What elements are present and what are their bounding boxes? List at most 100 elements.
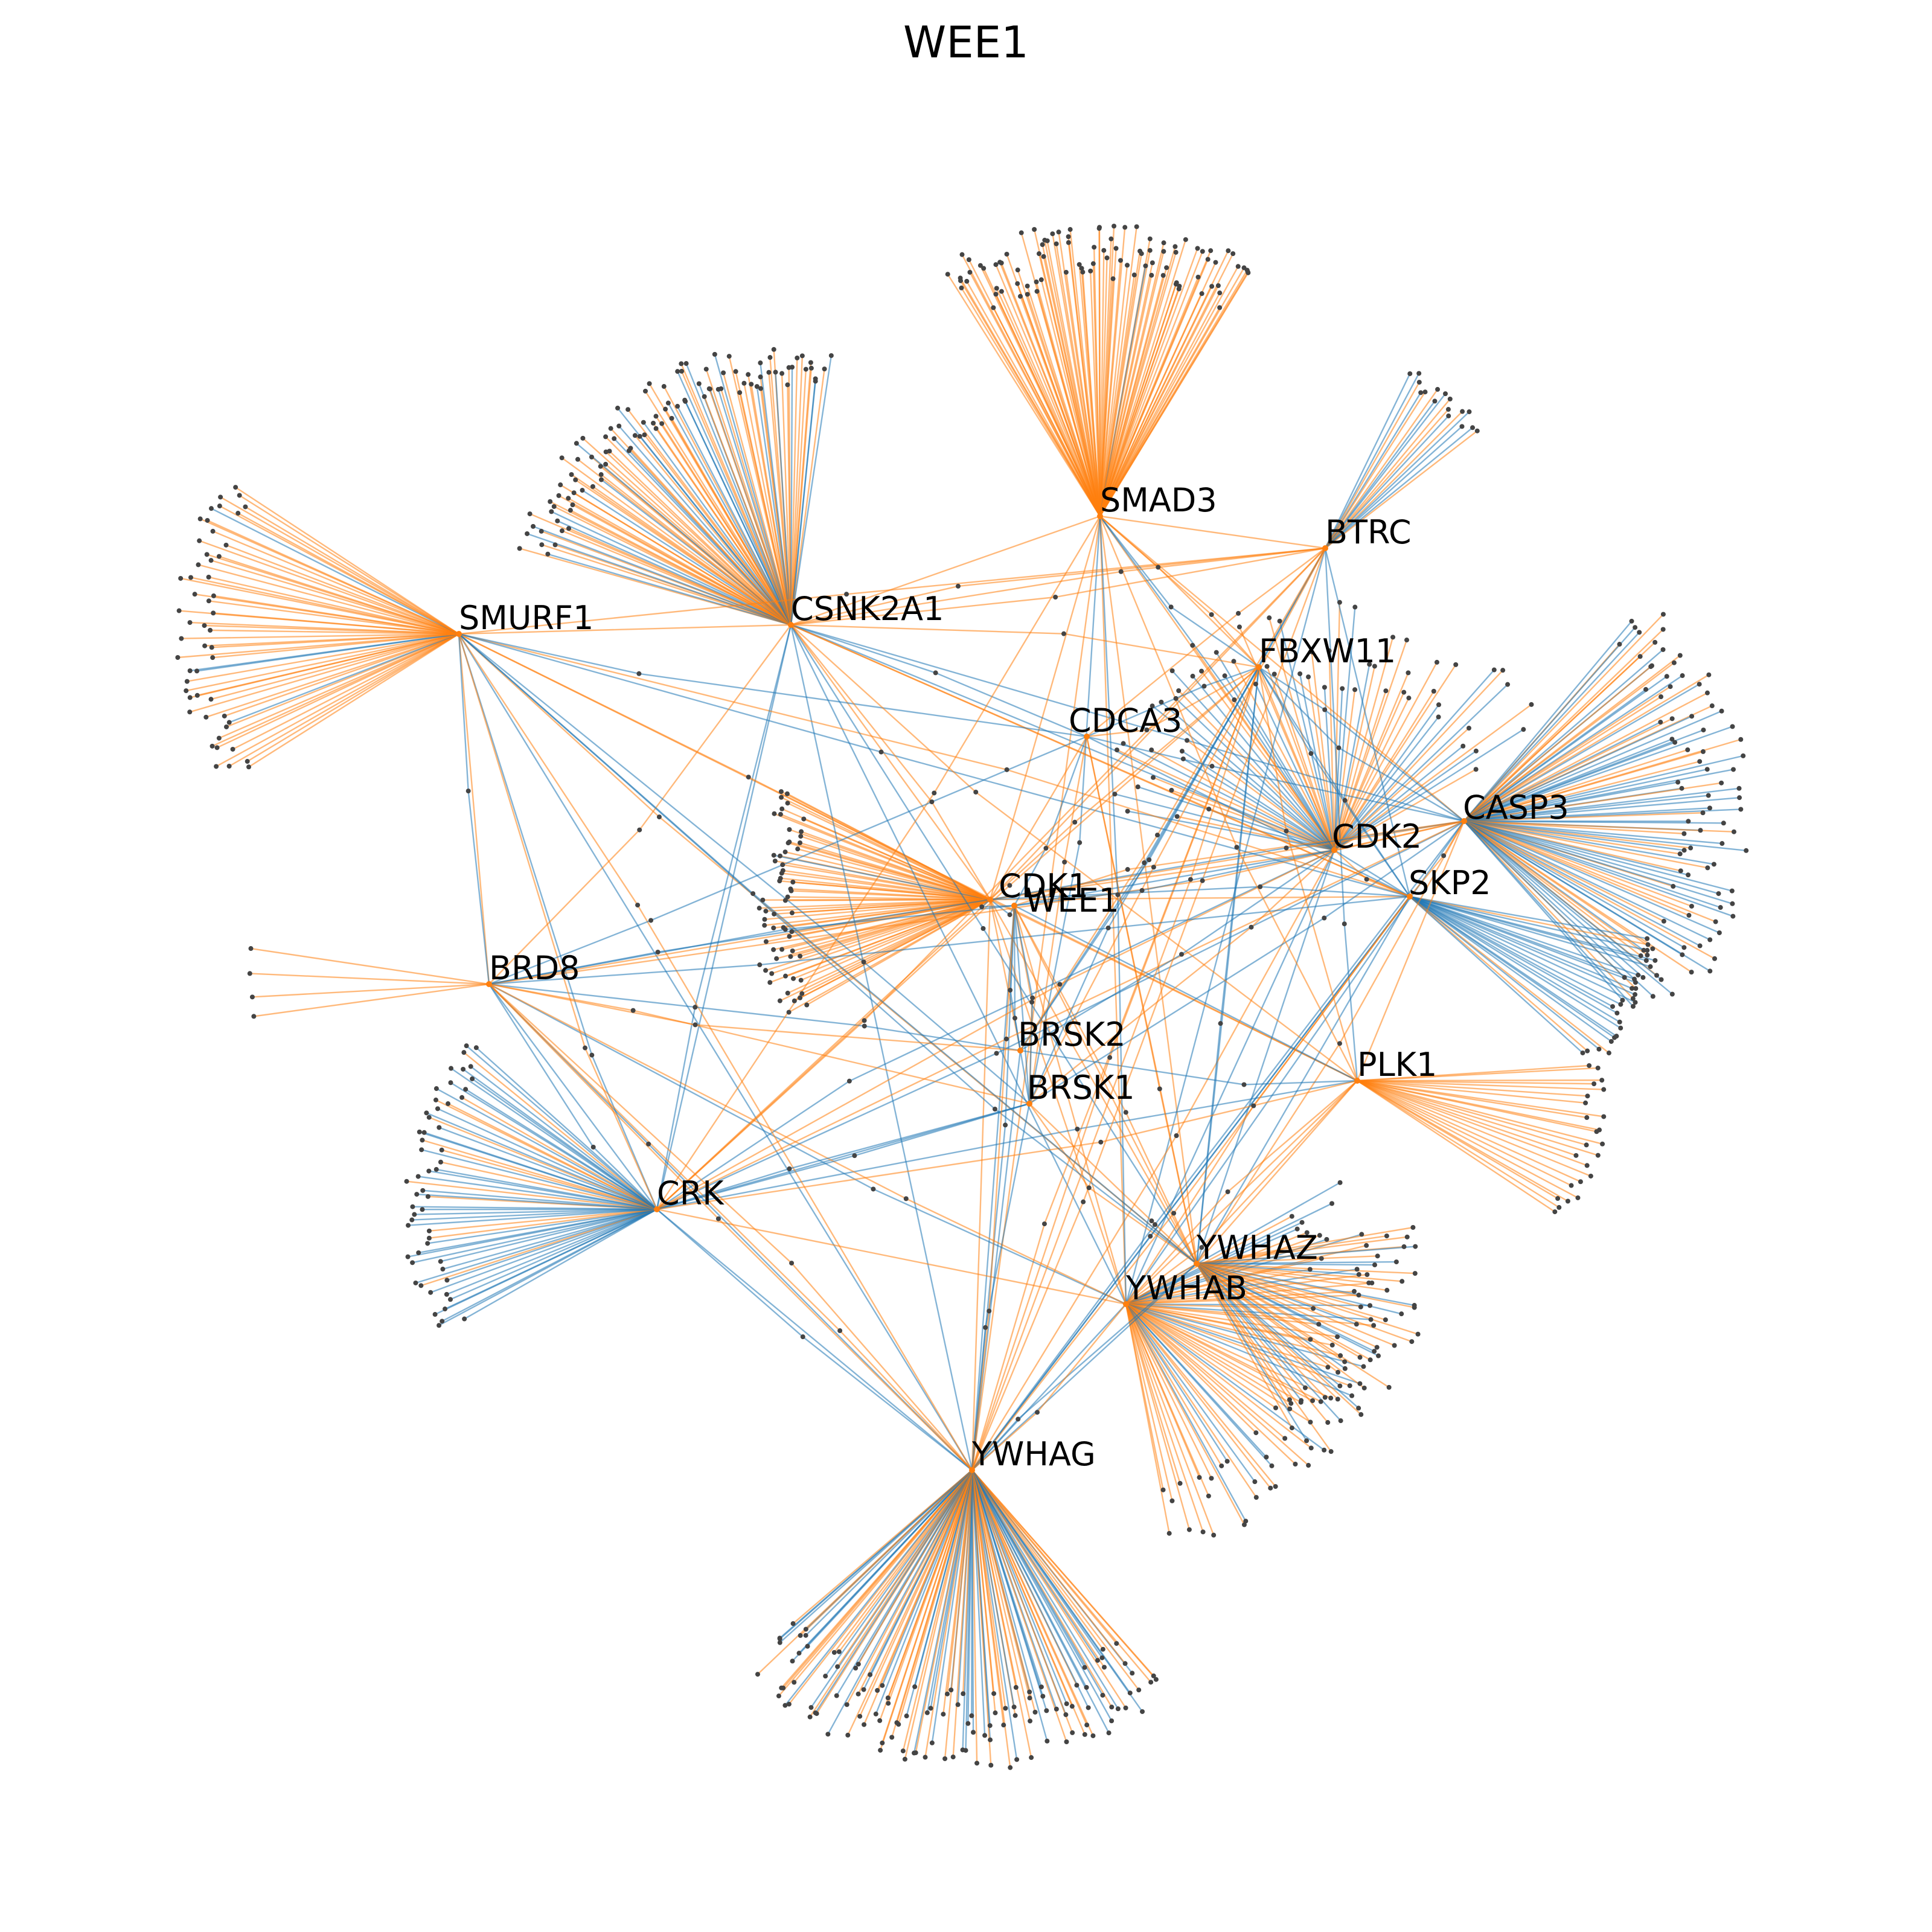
leaf-node (1660, 647, 1666, 652)
leaf-node (435, 1106, 440, 1112)
leaf-edge (1325, 409, 1449, 549)
leaf-node (808, 365, 814, 371)
leaf-node (779, 947, 785, 952)
bridge-edge (752, 893, 1197, 1264)
bridge-edge (1086, 735, 1212, 767)
leaf-edge (1196, 1262, 1375, 1266)
leaf-node (1304, 1438, 1310, 1444)
leaf-node (771, 947, 776, 952)
bridge-node (1441, 853, 1447, 859)
leaf-node (1573, 1153, 1579, 1158)
leaf-node (1027, 1695, 1032, 1701)
leaf-node (988, 1737, 993, 1742)
leaf-node (1500, 668, 1506, 673)
leaf-node (1595, 1153, 1601, 1158)
bridge-node (1225, 1189, 1230, 1194)
leaf-edge (1215, 651, 1335, 851)
leaf-node (1319, 1256, 1324, 1261)
leaf-node (823, 1674, 828, 1679)
leaf-node (187, 695, 193, 700)
hub-edge (1324, 548, 1411, 897)
leaf-node (945, 272, 950, 277)
leaf-node (1115, 747, 1120, 753)
leaf-edge (560, 484, 792, 626)
leaf-node (248, 946, 254, 952)
leaf-node (1340, 686, 1345, 691)
leaf-node (969, 1713, 974, 1718)
leaf-node (406, 1223, 411, 1228)
leaf-node (1704, 767, 1710, 772)
leaf-node (598, 477, 604, 482)
leaf-edge (1020, 232, 1101, 517)
leaf-edge (1463, 820, 1722, 845)
leaf-node (210, 655, 216, 661)
leaf-node (1556, 1204, 1562, 1210)
leaf-node (589, 454, 594, 459)
leaf-node (444, 1278, 450, 1283)
hub-edge (1013, 905, 1031, 1104)
leaf-node (1040, 1694, 1046, 1699)
leaf-node (1636, 973, 1641, 978)
bridge-edge (458, 633, 1007, 771)
leaf-node (1730, 724, 1735, 729)
bridge-node (750, 891, 756, 897)
hub-edge (488, 898, 991, 985)
leaf-edge (1463, 649, 1664, 822)
leaf-node (1003, 1706, 1008, 1711)
bridge-edge (458, 633, 586, 1048)
bridge-edge (1099, 516, 1119, 895)
leaf-node (210, 528, 216, 534)
leaf-edge (198, 564, 459, 635)
leaf-node (1401, 689, 1407, 695)
leaf-edge (476, 1047, 657, 1210)
leaf-edge (1333, 689, 1356, 851)
bridge-edge (1017, 1263, 1197, 1420)
leaf-node (1601, 1114, 1607, 1119)
leaf-node (1008, 1765, 1013, 1770)
leaf-node (1467, 409, 1472, 415)
leaf-node (1416, 371, 1422, 376)
leaf-node (1383, 688, 1389, 694)
leaf-node (571, 490, 577, 496)
hub-node (654, 1206, 660, 1212)
leaf-edge (1099, 263, 1154, 517)
bridge-edge (760, 895, 1410, 966)
leaf-node (754, 384, 760, 389)
leaf-edge (1069, 229, 1101, 517)
bridge-edge (971, 1057, 1111, 1471)
hub-edge (971, 899, 991, 1471)
leaf-node (187, 668, 193, 673)
bridge-node (1041, 1221, 1047, 1227)
bridge-node (878, 749, 884, 755)
leaf-edge (551, 511, 792, 626)
leaf-node (923, 1754, 928, 1760)
leaf-node (1648, 664, 1654, 670)
leaf-node (1629, 618, 1634, 624)
bridge-edge (584, 1048, 658, 1210)
bridge-edge (1142, 849, 1335, 892)
bridge-node (1035, 1410, 1040, 1415)
leaf-node (772, 811, 777, 816)
leaf-node (616, 423, 622, 429)
leaf-node (1044, 1738, 1050, 1744)
leaf-node (473, 1045, 479, 1051)
leaf-node (1578, 1179, 1583, 1185)
leaf-node (197, 538, 202, 543)
leaf-edge (427, 1208, 657, 1244)
leaf-node (889, 1735, 895, 1740)
leaf-node (682, 397, 688, 403)
bridge-edge (1028, 866, 1154, 1104)
leaf-node (1383, 1317, 1388, 1322)
bridge-node (1322, 915, 1327, 921)
leaf-node (763, 909, 769, 914)
leaf-node (1404, 1234, 1410, 1239)
leaf-node (1356, 1406, 1361, 1411)
leaf-edge (219, 633, 459, 739)
leaf-edge (1463, 749, 1688, 822)
leaf-node (1172, 244, 1178, 249)
node-label: SMURF1 (459, 599, 593, 637)
leaf-node (539, 542, 545, 548)
bridge-node (1142, 860, 1147, 865)
leaf-node (1150, 260, 1155, 266)
bridge-node (844, 592, 849, 597)
